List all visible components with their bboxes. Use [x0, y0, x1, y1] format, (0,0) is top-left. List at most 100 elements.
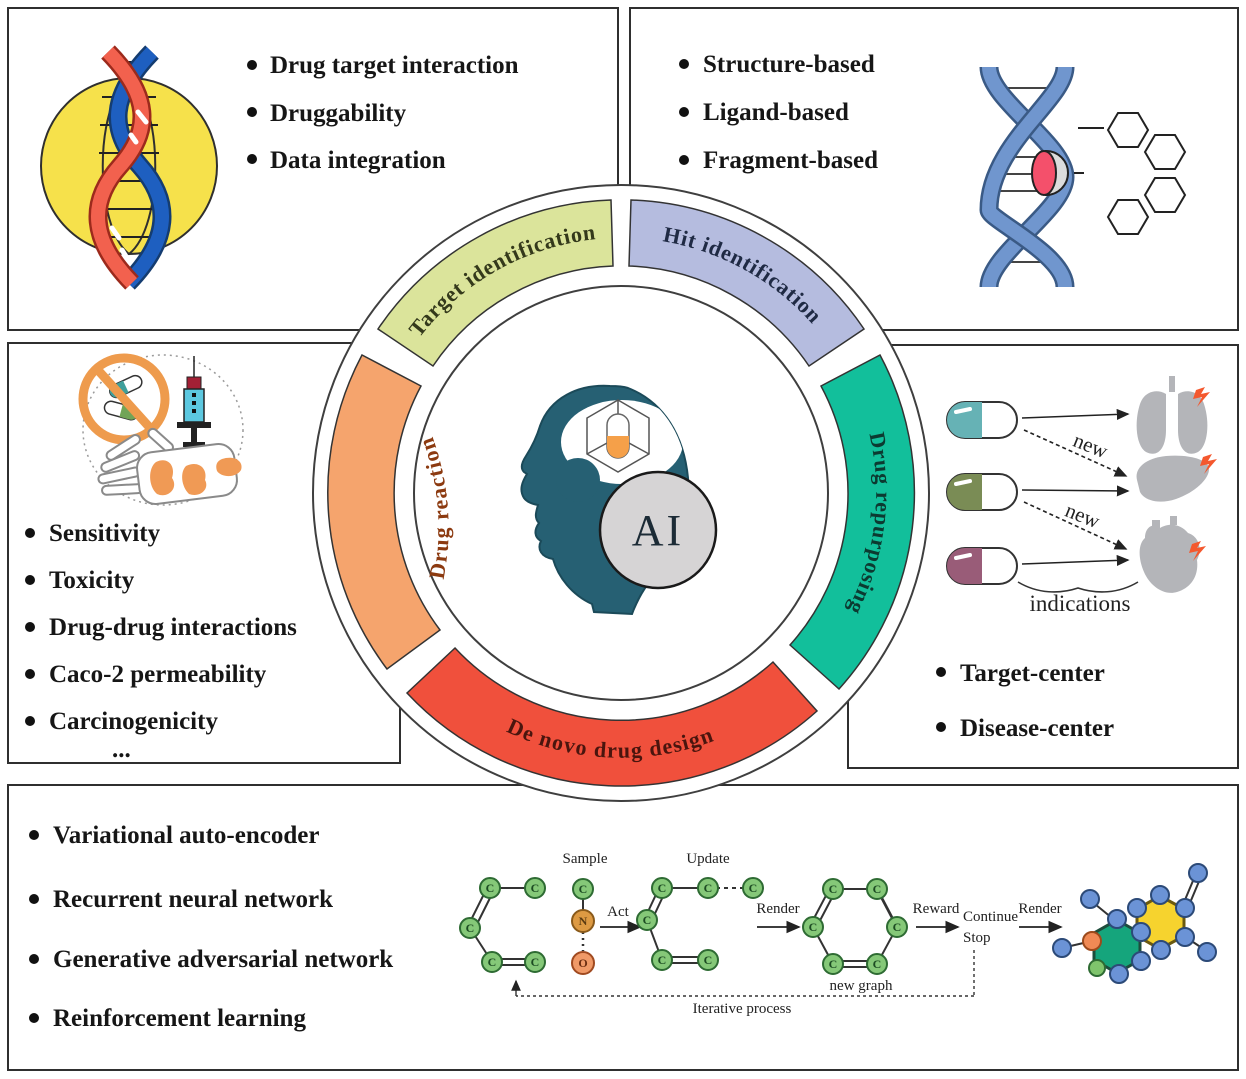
- bullet-item: Fragment-based: [703, 147, 878, 174]
- bullet-item: Variational auto-encoder: [53, 822, 319, 849]
- bullet-item: Generative adversarial network: [53, 946, 393, 973]
- arrow-capsule3-heart: [1021, 554, 1130, 567]
- molecule-graph-1: C C C C C: [459, 877, 546, 973]
- ai-label: AI: [632, 506, 684, 555]
- bullet-dot: [247, 60, 257, 70]
- bullet-item: Drug target interaction: [270, 52, 519, 79]
- bullet-dot: [25, 528, 35, 538]
- bullet-dot: [247, 107, 257, 117]
- bullet-dot: [936, 667, 946, 677]
- bullet-dot: [29, 954, 39, 964]
- dashed-arrow-new-2: [1023, 501, 1128, 550]
- bullet-dot: [25, 669, 35, 679]
- atom-c: C: [579, 882, 588, 896]
- bullet-dot: [29, 894, 39, 904]
- lightning-icon: [1193, 387, 1210, 407]
- continue-label: Continue: [963, 909, 1018, 925]
- hit-bullet-list: Structure-based Ligand-based Fragment-ba…: [679, 51, 878, 174]
- render-label-2: Render: [1018, 901, 1061, 917]
- syringe-icon: [177, 356, 211, 447]
- bullet-item: Drug-drug interactions: [49, 614, 297, 641]
- atom-o: O: [578, 956, 587, 970]
- bullet-dot: [29, 1013, 39, 1023]
- iterative-process-label: Iterative process: [693, 1001, 792, 1017]
- bullet-dot: [25, 575, 35, 585]
- atom-c: C: [873, 957, 882, 971]
- bullet-item: Recurrent neural network: [53, 886, 333, 913]
- dna-ligand-icon: [979, 65, 1187, 289]
- rendered-molecule-icon: [1052, 863, 1217, 984]
- bullet-dot: [679, 107, 689, 117]
- bullet-item: Carcinogenicity: [49, 708, 218, 735]
- ai-head-icon: AI: [520, 384, 718, 616]
- act-label: Act: [607, 904, 629, 920]
- bullet-item: Reinforcement learning: [53, 1005, 306, 1032]
- atom-c: C: [809, 920, 818, 934]
- update-label: Update: [686, 851, 730, 867]
- bullet-item: Ligand-based: [703, 99, 849, 126]
- atom-c: C: [829, 882, 838, 896]
- lightning-icon: [1189, 541, 1206, 561]
- denovo-bullet-list: Variational auto-encoder Recurrent neura…: [29, 822, 393, 1032]
- molecule-generation-flow: Sample Update C C C C C C N O: [459, 851, 1217, 1017]
- arrow-capsule2-liver: [1021, 485, 1130, 497]
- sample-label: Sample: [563, 851, 608, 867]
- atom-c: C: [829, 957, 838, 971]
- indications-brace: [1017, 581, 1139, 593]
- segment-de-novo-drug-design: [405, 646, 819, 787]
- repurposing-bullet-list: Target-center Disease-center: [936, 660, 1114, 742]
- atom-c: C: [704, 881, 713, 895]
- segment-drug-repurposing: [788, 353, 916, 691]
- bullet-item: Druggability: [270, 100, 407, 127]
- atom-c: C: [658, 881, 667, 895]
- bullet-dot: [679, 155, 689, 165]
- atom-c: C: [873, 882, 882, 896]
- atom-c: C: [749, 881, 758, 895]
- bullet-dot: [25, 716, 35, 726]
- reward-label: Reward: [913, 901, 960, 917]
- adverse-reaction-icon: [78, 353, 244, 506]
- bullet-item: Caco-2 permeability: [49, 661, 267, 688]
- target-bullet-list: Drug target interaction Druggability Dat…: [247, 52, 519, 174]
- heart-icon: [1139, 516, 1206, 593]
- capsule-olive-icon: [946, 473, 1018, 511]
- molecule-graph-3: C C C C C C: [802, 878, 908, 975]
- atom-c: C: [893, 920, 902, 934]
- bullet-dot: [936, 722, 946, 732]
- atom-c: C: [531, 881, 540, 895]
- no-pills-icon: [78, 353, 170, 445]
- reaction-bullet-list: Sensitivity Toxicity Drug-drug interacti…: [25, 520, 297, 763]
- atom-c: C: [704, 953, 713, 967]
- atom-c: C: [488, 955, 497, 969]
- bullet-dot: [25, 622, 35, 632]
- segment-target-identification: [376, 199, 614, 368]
- dna-target-icon: [40, 45, 218, 290]
- bullet-item: Structure-based: [703, 51, 875, 78]
- bullet-item: Toxicity: [49, 567, 135, 594]
- indications-label: indications: [1030, 591, 1131, 616]
- molecule-cube-icon: [586, 399, 650, 473]
- segment-hit-identification: [628, 199, 866, 368]
- repurposing-diagram: new new indications: [946, 376, 1217, 616]
- bullet-item: Disease-center: [960, 715, 1114, 742]
- atom-c: C: [466, 921, 475, 935]
- sampled-atoms: C N O: [571, 878, 595, 975]
- atom-c: C: [643, 913, 652, 927]
- brain-swirl: [556, 458, 600, 502]
- arrow-capsule1-lungs: [1021, 408, 1130, 421]
- lightning-icon: [1200, 454, 1217, 474]
- ellipsis-label: ...: [112, 736, 131, 763]
- bullet-dot: [679, 59, 689, 69]
- bullet-item: Sensitivity: [49, 520, 161, 547]
- atom-c: C: [658, 953, 667, 967]
- atom-c: C: [531, 955, 540, 969]
- render-label-1: Render: [756, 901, 799, 917]
- capsule-plum-icon: [946, 547, 1018, 585]
- bullet-dot: [29, 830, 39, 840]
- segment-drug-reaction: [327, 353, 442, 671]
- capsule-teal-icon: [946, 401, 1018, 439]
- lungs-icon: [1136, 376, 1210, 454]
- ai-badge: [598, 470, 718, 590]
